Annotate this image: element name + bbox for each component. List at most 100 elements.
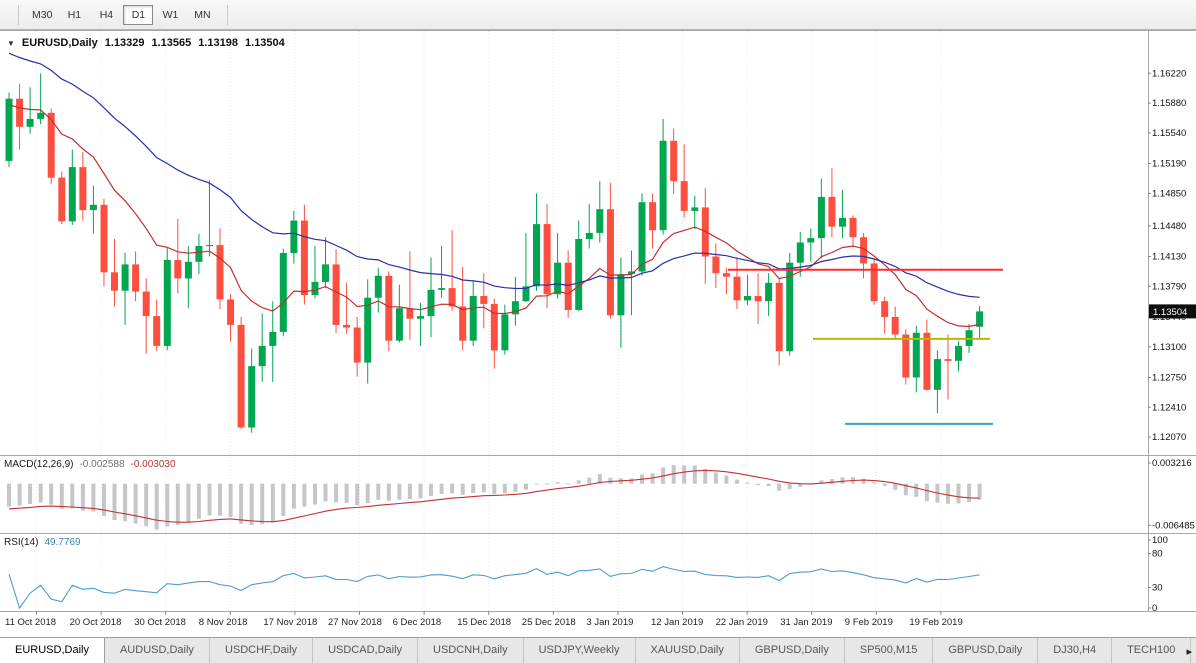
candle-body (575, 239, 583, 310)
candle-body (891, 317, 899, 335)
candle-body (870, 263, 878, 302)
ohlc-low: 1.13198 (198, 37, 239, 49)
timeframe-button-h4[interactable]: H4 (99, 8, 114, 21)
rsi-value: 49.7769 (44, 537, 81, 548)
macd-histogram-bar (260, 483, 265, 525)
chart-tab-tech100[interactable]: TECH100 (1112, 638, 1192, 663)
macd-name: MACD(12,26,9) (4, 459, 74, 470)
chart-tab-gbpusd-daily[interactable]: GBPUSD,Daily (740, 638, 845, 663)
candle-body (881, 301, 889, 317)
candle-body (828, 196, 836, 227)
candle-body (79, 167, 87, 211)
date-axis-label: 8 Nov 2018 (199, 617, 248, 628)
macd-histogram-bar (302, 483, 307, 507)
candle-body (902, 334, 910, 378)
candle-body (332, 264, 340, 325)
chart-tabs: EURUSD,Daily AUDUSD,Daily USDCHF,Daily USDC… (0, 638, 1192, 663)
macd-axis-label: 0.003216 (1152, 458, 1192, 469)
timeframe-button-h1[interactable]: H1 (67, 8, 82, 21)
macd-histogram-bar (123, 483, 128, 522)
candle-body (269, 331, 277, 346)
date-axis-label: 3 Jan 2019 (586, 617, 633, 628)
macd-histogram-bar (291, 483, 296, 509)
chart-tab-usdcnh-daily[interactable]: USDCNH,Daily (418, 638, 524, 663)
candle-body (26, 118, 34, 127)
macd-histogram-bar (914, 483, 919, 497)
timeframe-button-d1[interactable]: D1 (123, 4, 154, 25)
macd-histogram-bar (239, 483, 244, 524)
macd-histogram-bar (903, 483, 908, 496)
chart-tab-xauusd-daily[interactable]: XAUUSD,Daily (636, 638, 740, 663)
date-axis-label: 19 Feb 2019 (909, 617, 962, 628)
macd-histogram-bar (228, 483, 233, 518)
candle-body (37, 112, 45, 119)
macd-histogram-bar (38, 483, 43, 503)
chart-tab-dj30-h4[interactable]: DJ30,H4 (1038, 638, 1113, 663)
candle-body (585, 232, 593, 239)
symbol-collapse-icon[interactable]: ▼ (7, 39, 15, 48)
macd-histogram-bar (671, 465, 676, 484)
macd-histogram-bar (724, 475, 729, 484)
chart-tab-audusd-daily[interactable]: AUDUSD,Daily (105, 638, 210, 663)
macd-histogram-bar (450, 483, 455, 494)
chart-tab-bar: EURUSD,Daily AUDUSD,Daily USDCHF,Daily USDC… (0, 637, 1196, 663)
candle-body (417, 316, 424, 319)
macd-histogram-bar (829, 478, 834, 484)
macd-histogram-bar (397, 483, 402, 500)
macd-histogram-bar (587, 477, 592, 484)
macd-histogram-bar (133, 483, 138, 524)
macd-histogram-bar (218, 483, 222, 516)
moving-average-line-13 (8, 104, 980, 328)
chart-tab-gbpusd-daily[interactable]: GBPUSD,Daily (933, 638, 1039, 663)
candle-body (849, 217, 857, 238)
tab-scroll-right-icon[interactable]: ▸ (1186, 646, 1192, 658)
candle-body (153, 316, 161, 346)
rsi-axis-label: 30 (1152, 583, 1163, 594)
macd-histogram-bar (313, 483, 317, 505)
macd-signal-value: -0.003030 (130, 459, 176, 470)
macd-histogram-bar (481, 483, 486, 493)
moving-average-line-34 (8, 52, 980, 298)
timeframe-button-w1[interactable]: W1 (162, 8, 179, 21)
toolbar-separator (227, 4, 229, 25)
macd-histogram-bar (713, 472, 718, 484)
date-axis-label: 12 Jan 2019 (651, 617, 703, 628)
candle-body (765, 282, 773, 302)
macd-histogram-bar (376, 483, 381, 500)
macd-histogram-bar (629, 478, 634, 484)
candle-body (174, 260, 182, 279)
candle-body (638, 202, 646, 272)
candle-body (343, 324, 351, 328)
macd-histogram-bar (513, 483, 518, 492)
chart-tab-eurusd-daily[interactable]: EURUSD,Daily (0, 638, 105, 663)
candle-body (628, 271, 635, 274)
candle-body (132, 264, 140, 292)
chart-tab-usdjpy-weekly[interactable]: USDJPY,Weekly (524, 638, 636, 663)
candle-body (469, 296, 477, 341)
candle-body (184, 261, 192, 279)
candle-body (438, 288, 446, 290)
chart-tab-usdchf-daily[interactable]: USDCHF,Daily (210, 638, 314, 663)
candle-body (490, 303, 498, 351)
timeframe-button-m30[interactable]: M30 (32, 8, 53, 21)
macd-histogram-bar (344, 483, 349, 503)
timeframe-button-mn[interactable]: MN (194, 8, 211, 21)
macd-histogram-bar (365, 483, 370, 504)
chart-tab-usdcad-daily[interactable]: USDCAD,Daily (313, 638, 419, 663)
macd-histogram-bar (893, 483, 898, 490)
macd-histogram-bar (967, 483, 972, 502)
toolbar-separator (18, 4, 19, 25)
candle-body (16, 98, 24, 127)
ohlc-high: 1.13565 (151, 37, 192, 49)
timeframe-button-group: M30 H1 H4 D1 W1 MN (27, 4, 219, 25)
price-tick-label: 1.15880 (1152, 98, 1186, 109)
candle-body (501, 314, 509, 351)
macd-histogram-bar (80, 483, 85, 511)
rsi-indicator-label: RSI(14) 49.7769 (4, 537, 81, 548)
chart-tab-sp500-m15[interactable]: SP500,M15 (845, 638, 934, 663)
candle-body (817, 196, 825, 239)
current-price-badge (1149, 304, 1196, 319)
candle-body (522, 286, 530, 302)
macd-histogram-bar (703, 468, 708, 484)
